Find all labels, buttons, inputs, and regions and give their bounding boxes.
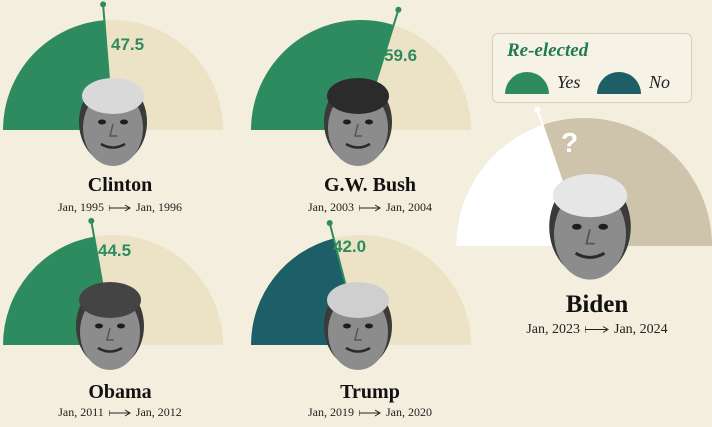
start-date: Jan, 2011 [58, 405, 104, 419]
range-arrow-icon [108, 409, 131, 417]
end-date: Jan, 2012 [135, 405, 182, 419]
range-arrow-icon [359, 409, 381, 417]
start-date: Jan, 1995 [58, 200, 104, 214]
legend-title: Re-elected [507, 40, 589, 61]
value-label-trump: 42.0 [333, 237, 367, 256]
unknown-value-label: ? [561, 127, 579, 158]
needle-tip-biden [534, 106, 541, 113]
president-name-trump: Trump [340, 381, 400, 403]
needle-tip-gwbush [395, 6, 402, 13]
needle-tip-trump [326, 220, 333, 226]
needle-tip-clinton [100, 1, 107, 8]
portrait-trump [324, 282, 392, 370]
start-date: Jan, 2019 [308, 405, 354, 419]
portrait-bush [324, 78, 392, 166]
end-date: Jan, 2024 [614, 322, 668, 337]
president-name-obama: Obama [88, 381, 152, 403]
end-date: Jan, 2020 [386, 405, 432, 419]
needle-tip-obama [88, 217, 95, 224]
start-date: Jan, 2003 [308, 200, 354, 214]
president-name-clinton: Clinton [87, 174, 153, 196]
start-date: Jan, 2023 [526, 322, 580, 337]
legend-swatch-yes [505, 72, 549, 94]
range-arrow-icon [359, 204, 381, 212]
president-name-biden: Biden [565, 291, 629, 318]
legend-label-yes: Yes [557, 72, 581, 92]
value-label-obama: 44.5 [98, 241, 132, 260]
legend-swatch-no [597, 72, 641, 94]
value-label-clinton: 47.5 [111, 35, 145, 54]
president-name-bush: G.W. Bush [323, 174, 417, 196]
range-arrow-icon [585, 326, 609, 334]
portrait-biden [549, 174, 631, 280]
end-date: Jan, 2004 [386, 200, 432, 214]
range-arrow-icon [109, 204, 131, 212]
date-range-obama: Jan, 2011 Jan, 2012 [20, 405, 220, 420]
date-range-biden: Jan, 2023 Jan, 2024 [482, 322, 712, 338]
legend: Re-elected Yes No [492, 33, 692, 103]
date-range-trump: Jan, 2019 Jan, 2020 [270, 405, 470, 420]
value-label-bush: 59.6 [384, 46, 418, 65]
end-date: Jan, 1996 [136, 200, 182, 214]
date-range-bush: Jan, 2003 Jan, 2004 [270, 200, 470, 215]
date-range-clinton: Jan, 1995 Jan, 1996 [20, 200, 220, 215]
portrait-obama [76, 282, 144, 370]
legend-label-no: No [649, 72, 671, 92]
portrait-clinton [79, 78, 147, 166]
